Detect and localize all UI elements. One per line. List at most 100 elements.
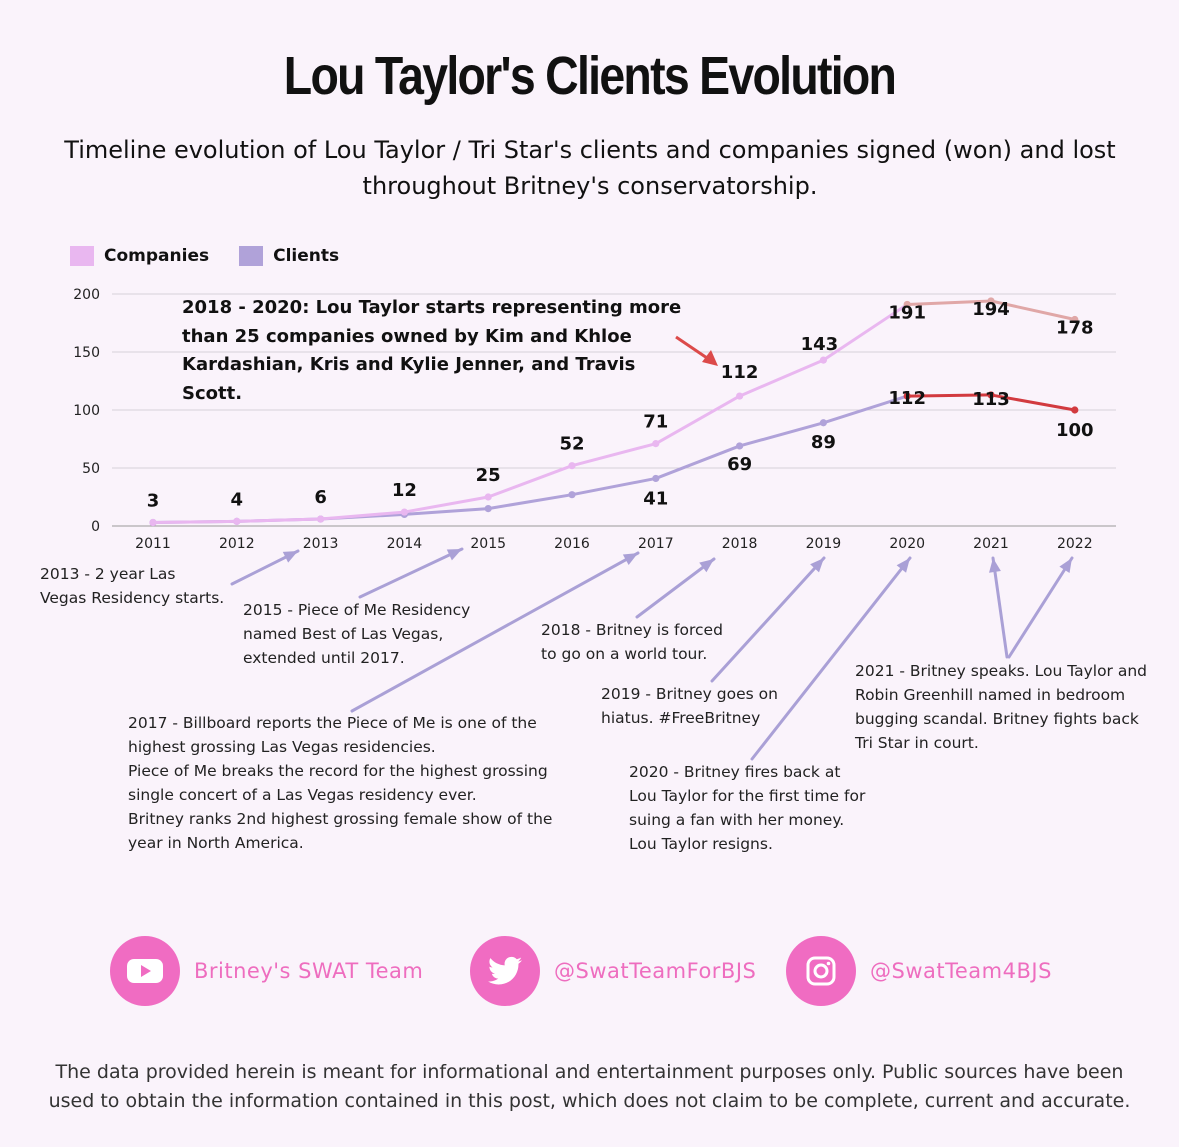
clients-line-segment <box>654 444 742 480</box>
annotation-arrow <box>1007 556 1074 659</box>
annotation-arrowhead <box>699 559 714 573</box>
companies-data-label: 12 <box>392 480 417 501</box>
annotation-2020: 2020 - Britney fires back at Lou Taylor … <box>629 763 866 853</box>
x-tick-label: 2014 <box>387 536 423 552</box>
companies-data-label: 52 <box>559 434 584 455</box>
page-subtitle: Timeline evolution of Lou Taylor / Tri S… <box>64 136 1116 200</box>
callout-arrow <box>675 335 711 362</box>
annotation-arrow <box>710 556 826 683</box>
companies-line-segment <box>821 302 909 362</box>
companies-data-label: 143 <box>801 334 839 355</box>
x-tick-label: 2019 <box>806 536 842 552</box>
annotation-2013: 2013 - 2 year Las Vegas Residency starts… <box>40 565 225 607</box>
clients-point <box>736 442 744 450</box>
companies-point <box>652 440 660 448</box>
legend-swatch-companies <box>70 246 94 266</box>
annotation-arrowhead <box>810 558 824 573</box>
annotation-arrow <box>350 551 640 713</box>
companies-point <box>149 518 157 527</box>
annotation-arrowhead <box>282 551 298 563</box>
companies-data-label: 71 <box>643 412 668 433</box>
annotation-arrowhead <box>896 558 910 573</box>
annotation-2015: 2015 - Piece of Me Residency named Best … <box>243 601 471 667</box>
companies-line-segment <box>905 299 993 306</box>
companies-data-label: 25 <box>476 465 501 486</box>
companies-point <box>903 300 911 309</box>
companies-data-label: 4 <box>231 489 244 510</box>
companies-line-segment <box>654 394 742 446</box>
x-tick-label: 2018 <box>722 536 758 552</box>
annotation-arrow <box>358 547 464 599</box>
page-title: Lou Taylor's Clients Evolution <box>283 46 897 106</box>
x-tick-label: 2022 <box>1057 536 1093 552</box>
annotation-arrowhead <box>989 558 1001 573</box>
chart-legend: Companies Clients <box>70 246 339 266</box>
clients-line-segment <box>570 476 658 497</box>
companies-line-segment <box>402 495 490 514</box>
companies-point <box>400 508 408 516</box>
clients-point <box>484 505 492 513</box>
companies-line-segment <box>738 358 825 398</box>
companies-point <box>1071 315 1079 324</box>
companies-line-segment <box>319 510 406 521</box>
annotation-2021: 2021 - Britney speaks. Lou Taylor and Ro… <box>855 662 1148 752</box>
annotation-arrowhead <box>1059 558 1072 574</box>
companies-data-label: 6 <box>314 487 327 508</box>
clients-data-label: 100 <box>1056 420 1094 441</box>
companies-point <box>987 297 995 305</box>
companies-line-segment <box>235 517 323 523</box>
x-tick-label: 2015 <box>470 536 506 552</box>
clients-line-segment <box>905 393 993 398</box>
companies-data-label: 191 <box>888 302 926 323</box>
companies-point <box>317 515 325 523</box>
legend-label-clients: Clients <box>273 246 340 266</box>
clients-line-segment <box>821 394 909 425</box>
annotation-arrowhead <box>446 549 462 561</box>
x-tick-label: 2021 <box>973 536 1009 552</box>
clients-line-segment <box>402 507 490 516</box>
social-twitter[interactable]: @SwatTeamForBJS <box>470 936 756 1006</box>
companies-data-label: 178 <box>1056 318 1094 339</box>
clients-data-label: 69 <box>727 454 752 475</box>
social-instagram[interactable]: @SwatTeam4BJS <box>786 936 1052 1006</box>
chart-callout: 2018 - 2020: Lou Taylor starts represent… <box>182 297 682 404</box>
clients-point <box>987 391 995 399</box>
youtube-icon <box>110 936 180 1006</box>
line-chart: 0 50 100 150 200 2011 2012 2013 2014 2015 2016 2017… <box>73 287 1116 761</box>
annotation-2018: 2018 - Britney is forced to go on a worl… <box>541 621 723 663</box>
y-tick-label: 0 <box>91 519 100 535</box>
companies-point <box>233 517 241 525</box>
clients-point <box>652 474 660 483</box>
x-tick-label: 2011 <box>135 536 171 552</box>
annotation-arrow <box>991 556 1009 659</box>
clients-data-label: 41 <box>643 488 668 509</box>
legend-item-companies: Companies <box>70 246 209 266</box>
social-label-instagram: @SwatTeam4BJS <box>870 959 1052 983</box>
x-tick-label: 2013 <box>303 536 339 552</box>
annotation-arrowhead <box>622 553 638 566</box>
clients-point <box>819 419 828 427</box>
legend-item-clients: Clients <box>239 246 339 266</box>
y-tick-label: 100 <box>73 403 100 419</box>
legend-swatch-clients <box>239 246 264 266</box>
y-tick-label: 200 <box>73 287 100 303</box>
clients-point <box>1071 406 1079 414</box>
companies-line-segment <box>486 464 574 499</box>
social-youtube[interactable]: Britney's SWAT Team <box>110 936 423 1006</box>
clients-data-label: 113 <box>972 389 1010 410</box>
y-tick-label: 150 <box>73 345 100 361</box>
annotation-2019: 2019 - Britney goes on hiatus. #FreeBrit… <box>601 685 778 727</box>
clients-line-segment <box>989 393 1077 412</box>
companies-data-label: 194 <box>972 299 1010 320</box>
x-tick-label: 2020 <box>889 536 925 552</box>
disclaimer: The data provided herein is meant for in… <box>48 1061 1131 1112</box>
social-label-youtube: Britney's SWAT Team <box>194 959 424 983</box>
companies-point <box>736 392 744 400</box>
x-tick-label: 2016 <box>554 536 590 552</box>
clients-data-label: 112 <box>888 388 926 409</box>
annotation-2017: 2017 - Billboard reports the Piece of Me… <box>128 714 553 852</box>
y-tick-label: 50 <box>82 461 100 477</box>
annotation-arrow <box>750 556 912 761</box>
clients-point <box>903 392 911 400</box>
companies-point <box>484 493 492 501</box>
